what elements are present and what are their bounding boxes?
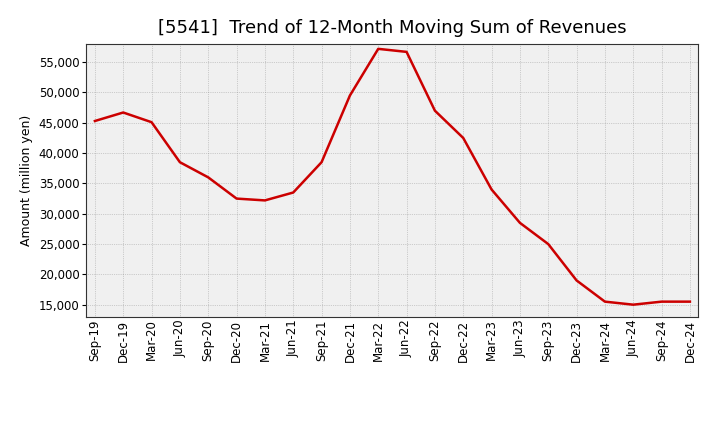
Y-axis label: Amount (million yen): Amount (million yen) <box>20 115 33 246</box>
Title: [5541]  Trend of 12-Month Moving Sum of Revenues: [5541] Trend of 12-Month Moving Sum of R… <box>158 19 626 37</box>
